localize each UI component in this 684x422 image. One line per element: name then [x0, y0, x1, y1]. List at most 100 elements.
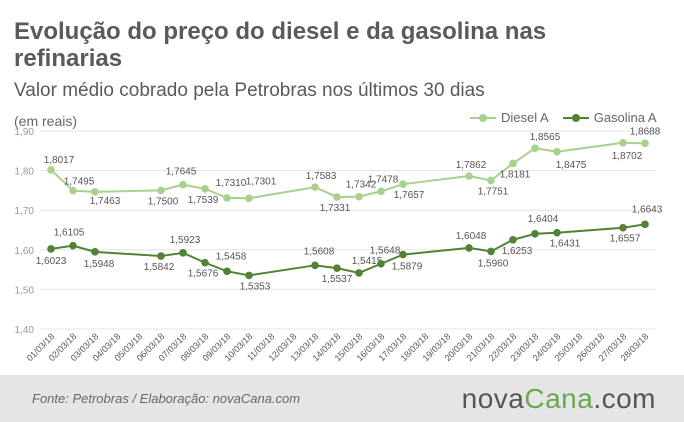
- data-label-gasolina: 1,6431: [550, 239, 581, 250]
- chart-subtitle: Valor médio cobrado pela Petrobras nos ú…: [14, 80, 485, 101]
- data-label-gasolina: 1,5960: [478, 258, 509, 269]
- data-label-diesel: 1,7862: [456, 160, 487, 171]
- data-label-gasolina: 1,5537: [322, 274, 353, 285]
- data-point-diesel: [157, 186, 165, 195]
- data-point-diesel: [553, 147, 561, 156]
- data-label-gasolina: 1,5923: [170, 235, 201, 246]
- footer: Fonte: Petrobras / Elaboração: novaCana.…: [0, 375, 684, 422]
- data-label-diesel: 1,8181: [500, 169, 531, 180]
- data-point-diesel: [465, 172, 473, 180]
- data-label-diesel: 1,7539: [188, 195, 219, 206]
- data-label-gasolina: 1,6023: [36, 256, 67, 267]
- data-label-gasolina: 1,5879: [392, 262, 423, 273]
- data-point-gasolina: [487, 247, 495, 256]
- data-point-diesel: [47, 166, 55, 174]
- data-label-gasolina: 1,5842: [144, 262, 175, 273]
- y-tick-label: 1,70: [15, 206, 35, 217]
- data-label-diesel: 1,8017: [44, 155, 75, 166]
- y-tick-label: 1,80: [15, 167, 35, 178]
- brand-accent: Cana: [524, 383, 594, 414]
- data-label-diesel: 1,7495: [64, 177, 95, 188]
- data-point-diesel: [201, 185, 209, 193]
- data-point-gasolina: [157, 252, 165, 260]
- data-point-gasolina: [91, 248, 99, 256]
- data-label-diesel: 1,8475: [556, 160, 587, 171]
- data-label-gasolina: 1,5415: [352, 256, 383, 267]
- data-point-gasolina: [509, 235, 517, 244]
- data-point-gasolina: [553, 228, 561, 237]
- data-point-gasolina: [531, 230, 539, 238]
- data-point-gasolina: [355, 269, 363, 277]
- data-point-gasolina: [201, 258, 209, 267]
- source-note: Fonte: Petrobras / Elaboração: novaCana.…: [32, 391, 301, 406]
- data-label-gasolina: 1,6557: [610, 234, 641, 245]
- data-point-gasolina: [47, 245, 55, 253]
- data-label-diesel: 1,8702: [612, 151, 643, 162]
- data-label-diesel: 1,7657: [394, 190, 425, 201]
- data-label-diesel: 1,7463: [90, 196, 121, 207]
- data-label-diesel: 1,7478: [368, 174, 399, 185]
- data-point-diesel: [399, 180, 407, 188]
- data-label-diesel: 1,7301: [246, 176, 277, 187]
- data-point-diesel: [377, 187, 385, 196]
- legend-marker-gasolina: [562, 113, 589, 123]
- data-label-diesel: 1,7751: [478, 186, 509, 197]
- data-point-diesel: [619, 139, 627, 147]
- data-label-diesel: 1,7342: [346, 180, 377, 191]
- data-point-diesel: [245, 194, 253, 203]
- data-label-diesel: 1,8565: [530, 132, 561, 143]
- data-label-gasolina: 1,5608: [304, 246, 335, 257]
- data-label-gasolina: 1,5648: [370, 246, 401, 257]
- data-label-gasolina: 1,5458: [216, 251, 247, 262]
- data-point-gasolina: [333, 264, 341, 272]
- unit-label: (em reais): [14, 113, 78, 129]
- data-point-gasolina: [619, 223, 627, 232]
- data-point-gasolina: [311, 261, 319, 270]
- data-label-gasolina: 1,6404: [528, 214, 559, 225]
- data-point-gasolina: [223, 267, 231, 276]
- data-point-diesel: [311, 183, 319, 191]
- data-point-gasolina: [641, 220, 649, 229]
- legend: Diesel A Gasolina A: [470, 110, 657, 125]
- data-point-gasolina: [465, 244, 473, 252]
- data-label-diesel: 1,7331: [320, 203, 351, 214]
- data-label-diesel: 1,7500: [148, 196, 179, 207]
- data-label-gasolina: 1,5676: [188, 269, 219, 280]
- legend-marker-diesel: [470, 113, 496, 123]
- y-tick-label: 1,60: [15, 246, 35, 257]
- data-point-gasolina: [399, 250, 407, 259]
- line-chart: 1,401,501,601,701,801,9001/03/1802/03/18…: [15, 126, 663, 363]
- data-point-gasolina: [245, 271, 253, 280]
- data-label-diesel: 1,7310: [216, 178, 247, 189]
- brand-logo: novaCana.com: [462, 383, 656, 415]
- data-point-diesel: [531, 144, 539, 153]
- legend-label-gasolina: Gasolina A: [593, 110, 657, 125]
- y-tick-label: 1,50: [15, 285, 35, 296]
- y-tick-label: 1,90: [15, 127, 35, 138]
- legend-label-diesel: Diesel A: [501, 110, 549, 125]
- data-point-diesel: [509, 159, 517, 168]
- data-label-gasolina: 1,6253: [502, 246, 533, 257]
- data-label-diesel: 1,8688: [630, 126, 661, 137]
- data-point-gasolina: [179, 249, 187, 257]
- data-label-gasolina: 1,6105: [54, 228, 85, 239]
- data-point-diesel: [333, 193, 341, 201]
- data-point-diesel: [487, 176, 495, 185]
- data-point-diesel: [641, 139, 649, 148]
- data-point-gasolina: [69, 241, 77, 250]
- y-tick-label: 1,40: [15, 325, 35, 336]
- data-label-gasolina: 1,6643: [632, 204, 663, 215]
- data-label-diesel: 1,7645: [166, 167, 197, 178]
- data-point-diesel: [69, 186, 77, 195]
- data-label-gasolina: 1,5353: [240, 281, 271, 292]
- data-point-diesel: [355, 192, 363, 201]
- legend-item-gasolina: Gasolina A: [562, 110, 657, 125]
- data-point-gasolina: [377, 259, 385, 268]
- data-label-gasolina: 1,6048: [456, 231, 487, 242]
- chart-title: Evolução do preço do diesel e da gasolin…: [14, 18, 547, 72]
- brand-suffix: .com: [593, 383, 656, 414]
- data-point-diesel: [179, 180, 187, 189]
- data-label-diesel: 1,7583: [306, 171, 337, 182]
- data-point-diesel: [91, 188, 99, 196]
- brand-main: nova: [461, 383, 525, 414]
